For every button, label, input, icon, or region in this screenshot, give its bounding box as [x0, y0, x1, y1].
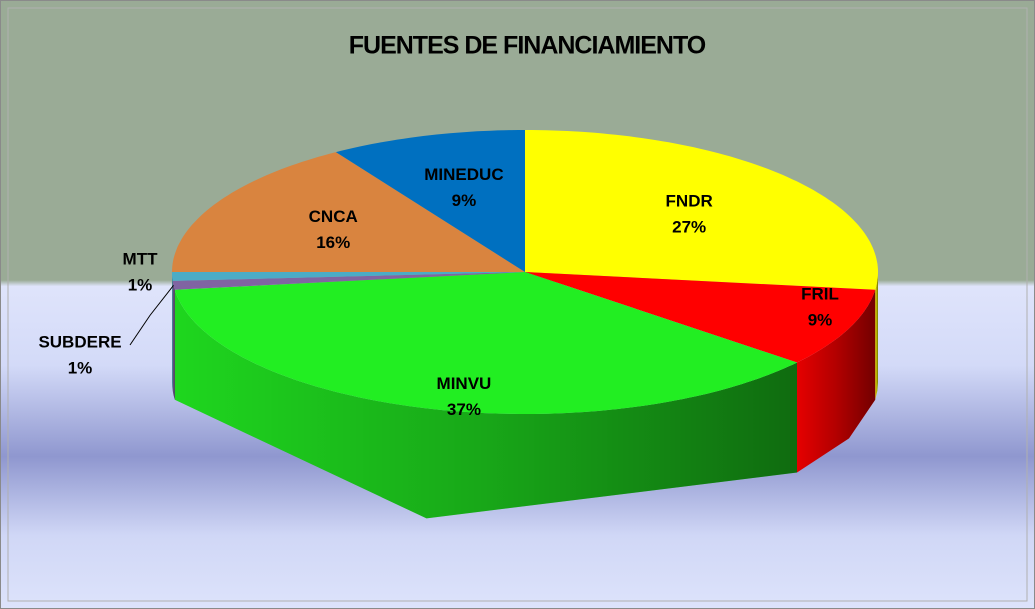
slice: [525, 272, 876, 363]
data-label-name: SUBDERE: [38, 332, 121, 351]
plot-border: [7, 7, 1028, 602]
data-label-value: 9%: [808, 310, 833, 329]
slice: [525, 130, 878, 290]
data-label-value: 9%: [452, 191, 477, 210]
data-label-value: 37%: [447, 400, 481, 419]
slice: [172, 152, 525, 272]
data-label-value: 27%: [672, 217, 706, 236]
slice-side-shade: [172, 272, 173, 391]
slice-side-shade: [174, 289, 798, 519]
slice-side-shade: [875, 272, 878, 400]
data-label-name: FNDR: [666, 191, 713, 210]
slice-side-shade: [172, 280, 175, 400]
data-label-value: 1%: [68, 358, 93, 377]
slice-side-shade: [797, 289, 876, 473]
leader-line: [129, 285, 174, 346]
slice: [172, 272, 525, 290]
data-label-name: FRIL: [801, 284, 839, 303]
slice: [174, 272, 798, 414]
data-label-value: 16%: [316, 233, 350, 252]
data-label-name: CNCA: [309, 207, 358, 226]
chart-title: FUENTES DE FINANCIAMIENTO: [349, 32, 706, 60]
slice: [172, 272, 525, 281]
data-label-value: 1%: [128, 275, 153, 294]
data-label-name: MINVU: [437, 374, 492, 393]
data-label-name: MTT: [123, 249, 159, 268]
data-label-name: MINEDUC: [424, 165, 503, 184]
slice: [335, 130, 525, 272]
